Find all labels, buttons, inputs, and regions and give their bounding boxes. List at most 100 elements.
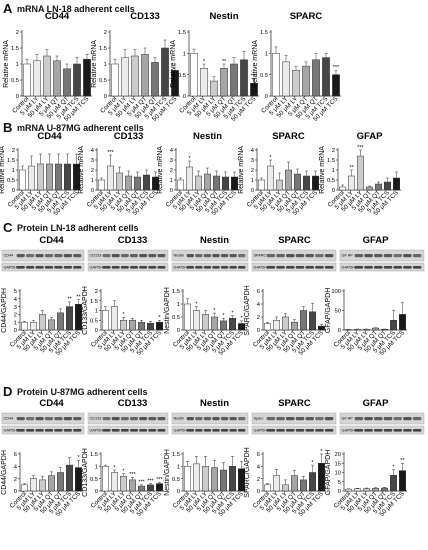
chart-d2-significance: * (113, 465, 116, 471)
blot-d2-gapdh-band (139, 429, 148, 432)
chart-d2-bar (120, 475, 127, 492)
blot-d2-band (148, 417, 157, 421)
chart-a3-bar (200, 68, 208, 97)
blot-d1-target-label: CD44 (4, 417, 14, 421)
blot-d2-gapdh-band (157, 429, 166, 432)
chart-d3-bar (184, 466, 191, 492)
chart-b1-title: CD44 (37, 131, 62, 142)
blot-c1-gapdh-band (26, 266, 35, 269)
chart-d1-ytick-label: 4 (14, 465, 18, 471)
chart-c2-bar (120, 320, 127, 331)
blot-d4-band (286, 417, 295, 421)
chart-b3-bar (177, 179, 184, 191)
chart-c1-bar (66, 306, 73, 331)
blot-d1-band (73, 417, 82, 421)
chart-a2-ytick-label: 1.5 (99, 46, 107, 52)
blot-c4-band (266, 254, 276, 258)
chart-c3-title: Nestin (200, 235, 229, 246)
blot-c5-gapdh-label: GAPDH (342, 266, 356, 270)
chart-b5-significance: ** (349, 165, 354, 171)
chart-d5-ytick-label: 10 (335, 471, 341, 477)
chart-d2-title: CD133 (118, 398, 148, 409)
chart-b3-ytick-label: 0 (170, 188, 173, 194)
blot-d3-target-label: Nestin (174, 417, 185, 421)
blot-d1-gapdh-label: GAPDH (4, 429, 18, 433)
blot-d4-band (324, 417, 334, 421)
blot-c5-band (393, 254, 402, 258)
chart-c1-bar (57, 312, 64, 331)
blot-c1-gapdh-band (63, 266, 72, 269)
chart-d1-bar (48, 475, 55, 492)
chart-c2-ytick-label: 1.5 (90, 299, 98, 305)
blot-d4-target-label: Sparc (254, 417, 264, 421)
blot-d5-band (374, 417, 383, 421)
chart-c1-ytick-label: 5 (14, 289, 17, 295)
chart-b4-ytick-label: 0 (251, 188, 254, 194)
blot-c1-gapdh-band (16, 266, 25, 269)
blot-d5-gapdh-band (364, 429, 373, 432)
chart-b1-bar (28, 165, 35, 191)
chart-b3-title: Nestin (193, 131, 222, 142)
chart-c3-significance: * (231, 311, 234, 317)
blot-c4-band (276, 254, 285, 258)
blot-c4-gapdh-band (295, 266, 305, 269)
chart-c3-bar (193, 310, 200, 331)
blot-c3-gapdh-band (212, 266, 220, 269)
chart-c4-title: SPARC (278, 235, 311, 246)
chart-b3-ylabel: Relative mRNA (157, 146, 164, 194)
blot-d1-gapdh-band (54, 429, 63, 432)
chart-a4-ytick-label: 1.5 (260, 30, 268, 36)
chart-d1-bar (57, 472, 64, 492)
blot-d2-band (111, 417, 120, 421)
blot-c1-target-label: CD44 (4, 254, 14, 258)
blot-c1-gapdh-band (44, 266, 54, 269)
chart-a4-title: SPARC (290, 11, 323, 22)
chart-d2-significance: *** (129, 472, 136, 478)
blot-d5-band (354, 417, 364, 421)
blot-d1-band (54, 417, 63, 421)
chart-a4-ylabel: Relative mRNA (252, 40, 259, 88)
chart-c1-ytick-label: 3 (14, 305, 17, 311)
blot-c3-band (203, 254, 212, 258)
chart-b3-bar (213, 175, 220, 191)
chart-a2-bar (131, 55, 139, 97)
blot-c2-target-label: CD133 (90, 254, 102, 258)
chart-a3-title: Nestin (209, 11, 238, 22)
chart-c4-ytick-label: 6 (257, 289, 260, 295)
blot-d2-band (120, 417, 129, 421)
chart-a3-ylabel: Relative mRNA (170, 40, 177, 88)
chart-c1-bar (48, 319, 55, 331)
blot-d3-band (220, 417, 229, 421)
chart-d4-bar (291, 475, 298, 492)
blot-c2-gapdh-band (102, 266, 111, 269)
blot-c3-band (238, 254, 246, 258)
blot-d5-band (393, 417, 402, 421)
blot-d4-gapdh-band (305, 429, 314, 432)
blot-c1-gapdh-band (73, 266, 82, 269)
panel-letter-a: A (3, 1, 13, 16)
blot-d1-band (16, 417, 25, 421)
chart-b5-significance: *** (357, 145, 364, 151)
chart-a2-bar (141, 54, 149, 97)
blot-c3-gapdh-band (203, 266, 212, 269)
blot-c5-gapdh-band (412, 266, 422, 269)
chart-c1-ylabel: CD44/GAPDH (1, 288, 8, 333)
blot-c5-gapdh-band (383, 266, 393, 269)
blot-d2-gapdh-band (120, 429, 129, 432)
blot-d3-gapdh-band (220, 429, 229, 432)
blot-c2-gapdh-band (111, 266, 120, 269)
chart-c3-bar (229, 318, 236, 331)
chart-a1-bar (63, 68, 71, 97)
chart-a1-ylabel: Relative mRNA (3, 40, 10, 88)
chart-d5-ytick-label: 5 (338, 480, 341, 486)
blot-d1-gapdh-band (16, 429, 25, 432)
chart-a1-ytick-label: 1 (16, 62, 19, 68)
chart-c2-ytick-label: 0 (95, 328, 98, 334)
blot-c4-gapdh-band (286, 266, 295, 269)
blot-d3-gapdh-label: GAPDH (174, 429, 188, 433)
chart-b3-ytick-label: 2 (170, 168, 173, 174)
chart-c3-ytick-label: 1.5 (172, 289, 180, 295)
chart-a3-bar (210, 80, 218, 97)
blot-d4-gapdh-band (324, 429, 334, 432)
chart-c4-bar (282, 316, 289, 331)
